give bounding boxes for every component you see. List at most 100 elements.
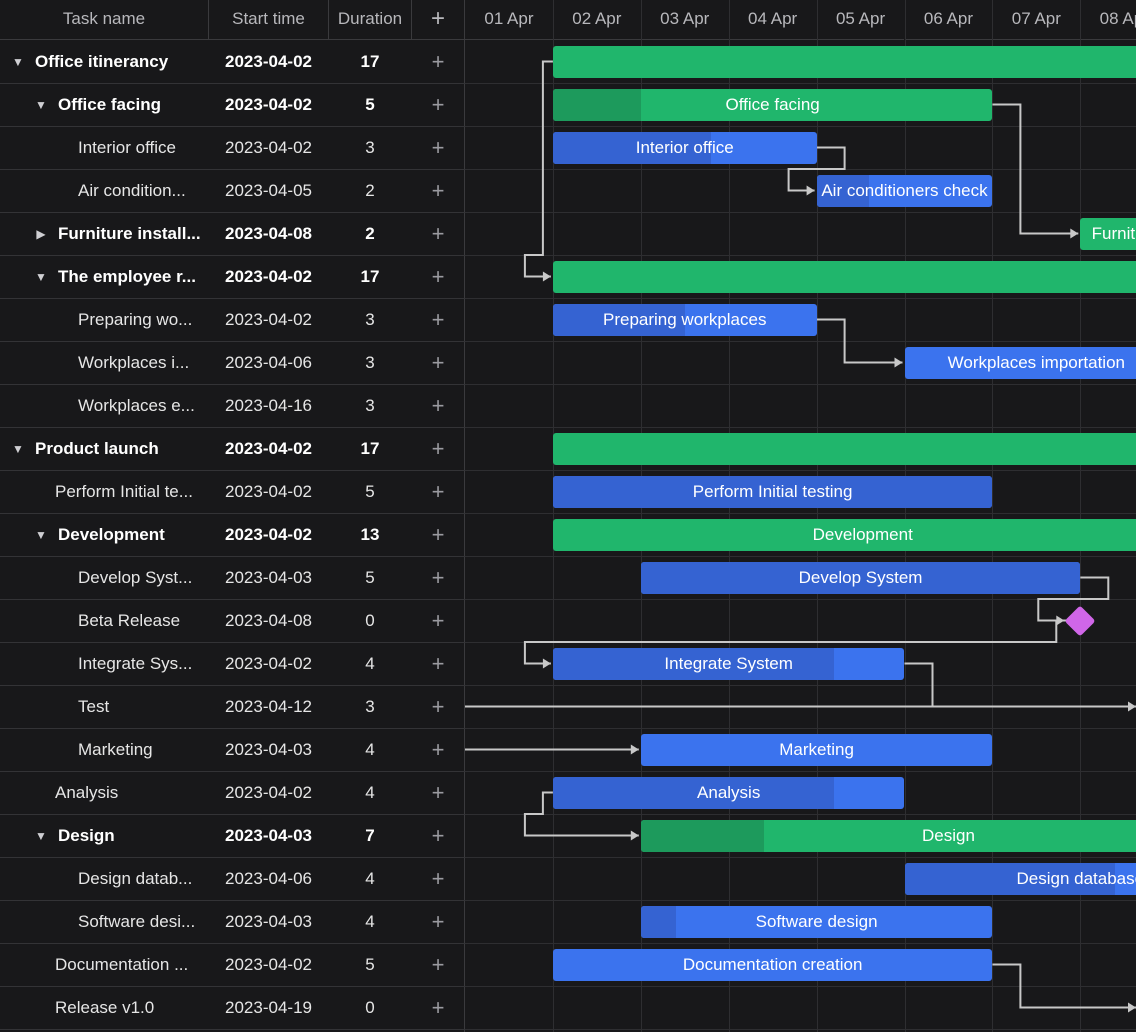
task-row[interactable]: Perform Initial te... 2023-04-02 5 + <box>0 471 465 514</box>
task-name-cell[interactable]: Test <box>0 686 208 728</box>
start-time-cell[interactable]: 2023-04-03 <box>225 568 312 587</box>
start-time-cell[interactable]: 2023-04-02 <box>225 482 312 501</box>
project-bar[interactable] <box>552 432 1136 465</box>
collapse-arrow-icon[interactable]: ▼ <box>35 98 47 112</box>
add-subtask-button[interactable]: + <box>431 651 445 676</box>
task-bar[interactable]: Marketing <box>640 733 993 766</box>
task-name-cell[interactable]: Integrate Sys... <box>0 643 208 685</box>
task-row[interactable]: Workplaces i... 2023-04-06 3 + <box>0 342 465 385</box>
task-row[interactable]: Release v1.0 2023-04-19 0 + <box>0 987 465 1030</box>
task-name-cell[interactable]: ▼ Product launch <box>0 428 208 470</box>
task-bar[interactable]: Software design <box>640 905 993 938</box>
collapse-arrow-icon[interactable]: ▼ <box>12 442 24 456</box>
duration-cell[interactable]: 4 <box>365 740 375 759</box>
duration-cell[interactable]: 4 <box>365 912 375 931</box>
task-name-cell[interactable]: Develop Syst... <box>0 557 208 599</box>
start-time-cell[interactable]: 2023-04-02 <box>225 525 312 544</box>
task-name-cell[interactable]: Air condition... <box>0 170 208 212</box>
start-time-cell[interactable]: 2023-04-02 <box>225 267 312 286</box>
task-row[interactable]: Documentation ... 2023-04-02 5 + <box>0 944 465 987</box>
task-name-cell[interactable]: Software desi... <box>0 901 208 943</box>
dependency-link[interactable] <box>523 60 553 278</box>
start-time-cell[interactable]: 2023-04-06 <box>225 353 312 372</box>
start-time-cell[interactable]: 2023-04-02 <box>225 783 312 802</box>
duration-cell[interactable]: 5 <box>365 95 375 114</box>
collapse-arrow-icon[interactable]: ▼ <box>35 528 47 542</box>
start-time-cell[interactable]: 2023-04-12 <box>225 697 312 716</box>
task-row[interactable]: ▼ The employee r... 2023-04-02 17 + <box>0 256 465 299</box>
add-subtask-button[interactable]: + <box>431 393 445 418</box>
task-bar[interactable]: Design database <box>904 862 1136 895</box>
start-time-cell[interactable]: 2023-04-16 <box>225 396 312 415</box>
duration-cell[interactable]: 5 <box>365 482 375 501</box>
add-subtask-button[interactable]: + <box>431 608 445 633</box>
start-time-cell[interactable]: 2023-04-02 <box>225 52 312 71</box>
start-time-cell[interactable]: 2023-04-05 <box>225 181 312 200</box>
duration-cell[interactable]: 17 <box>360 439 380 458</box>
start-time-cell[interactable]: 2023-04-02 <box>225 439 312 458</box>
task-name-cell[interactable]: ▶ Furniture install... <box>0 213 208 255</box>
project-bar[interactable]: Office facing <box>552 88 993 121</box>
task-name-cell[interactable]: Workplaces e... <box>0 385 208 427</box>
task-bar[interactable]: Workplaces importation <box>904 346 1136 379</box>
task-name-cell[interactable]: Documentation ... <box>0 944 208 986</box>
collapse-arrow-icon[interactable]: ▼ <box>12 55 24 69</box>
add-subtask-button[interactable]: + <box>431 350 445 375</box>
duration-cell[interactable]: 5 <box>365 955 375 974</box>
task-name-cell[interactable]: Analysis <box>0 772 208 814</box>
dependency-link[interactable] <box>992 103 1079 235</box>
add-subtask-button[interactable]: + <box>431 436 445 461</box>
task-row[interactable]: Preparing wo... 2023-04-02 3 + <box>0 299 465 342</box>
duration-cell[interactable]: 4 <box>365 783 375 802</box>
start-time-cell[interactable]: 2023-04-02 <box>225 654 312 673</box>
task-name-cell[interactable]: ▼ Office facing <box>0 84 208 126</box>
task-name-cell[interactable]: ▼ Design <box>0 815 208 857</box>
add-subtask-button[interactable]: + <box>431 92 445 117</box>
add-subtask-button[interactable]: + <box>431 866 445 891</box>
task-row[interactable]: Workplaces e... 2023-04-16 3 + <box>0 385 465 428</box>
add-subtask-button[interactable]: + <box>431 780 445 805</box>
task-name-cell[interactable]: ▼ The employee r... <box>0 256 208 298</box>
task-name-cell[interactable]: Design datab... <box>0 858 208 900</box>
task-row[interactable]: Design datab... 2023-04-06 4 + <box>0 858 465 901</box>
project-bar[interactable]: Design <box>640 819 1136 852</box>
add-subtask-button[interactable]: + <box>431 737 445 762</box>
add-subtask-button[interactable]: + <box>431 823 445 848</box>
task-bar[interactable]: Air conditioners check <box>816 174 993 207</box>
start-time-cell[interactable]: 2023-04-08 <box>225 224 312 243</box>
start-time-cell[interactable]: 2023-04-02 <box>225 955 312 974</box>
duration-cell[interactable]: 7 <box>365 826 375 845</box>
add-subtask-button[interactable]: + <box>431 307 445 332</box>
task-row[interactable]: Software desi... 2023-04-03 4 + <box>0 901 465 944</box>
task-row[interactable]: Marketing 2023-04-03 4 + <box>0 729 465 772</box>
task-row[interactable]: Beta Release 2023-04-08 0 + <box>0 600 465 643</box>
add-subtask-button[interactable]: + <box>431 264 445 289</box>
add-subtask-button[interactable]: + <box>431 565 445 590</box>
start-time-cell[interactable]: 2023-04-03 <box>225 912 312 931</box>
start-time-cell[interactable]: 2023-04-06 <box>225 869 312 888</box>
project-bar[interactable] <box>552 260 1136 293</box>
duration-cell[interactable]: 3 <box>365 353 375 372</box>
duration-cell[interactable]: 4 <box>365 654 375 673</box>
duration-cell[interactable]: 2 <box>365 181 375 200</box>
duration-cell[interactable]: 3 <box>365 138 375 157</box>
task-row[interactable]: Develop Syst... 2023-04-03 5 + <box>0 557 465 600</box>
duration-cell[interactable]: 5 <box>365 568 375 587</box>
task-row[interactable]: ▼ Product launch 2023-04-02 17 + <box>0 428 465 471</box>
column-header-task-name[interactable]: Task name <box>0 0 209 40</box>
add-subtask-button[interactable]: + <box>431 221 445 246</box>
task-name-cell[interactable]: Preparing wo... <box>0 299 208 341</box>
dependency-link[interactable] <box>787 146 846 192</box>
add-subtask-button[interactable]: + <box>431 49 445 74</box>
task-row[interactable]: Analysis 2023-04-02 4 + <box>0 772 465 815</box>
add-subtask-button[interactable]: + <box>431 479 445 504</box>
task-bar[interactable]: Preparing workplaces <box>552 303 817 336</box>
start-time-cell[interactable]: 2023-04-08 <box>225 611 312 630</box>
task-name-cell[interactable]: ▼ Office itinerancy <box>0 41 208 83</box>
column-header-duration[interactable]: Duration <box>329 0 412 40</box>
task-name-cell[interactable]: Interior office <box>0 127 208 169</box>
add-subtask-button[interactable]: + <box>431 135 445 160</box>
task-row[interactable]: ▼ Office itinerancy 2023-04-02 17 + <box>0 41 465 84</box>
task-row[interactable]: ▼ Office facing 2023-04-02 5 + <box>0 84 465 127</box>
add-subtask-button[interactable]: + <box>431 909 445 934</box>
